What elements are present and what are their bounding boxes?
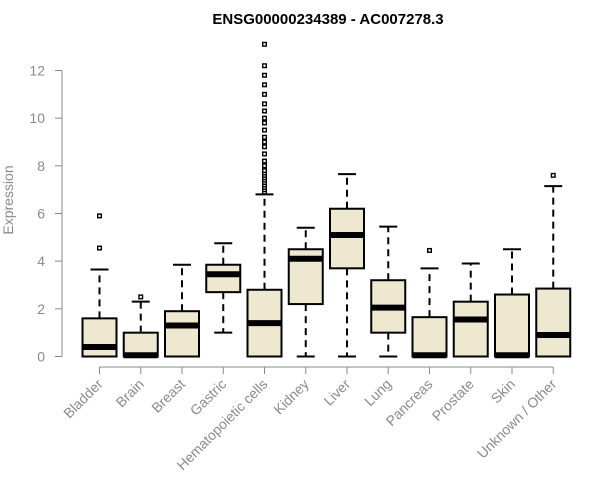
outlier-0-1 [96, 213, 102, 219]
x-tick-label-7: Lung [361, 376, 394, 409]
x-tick-label-5: Kidney [270, 376, 312, 418]
outlier-4-25 [262, 41, 268, 47]
y-axis-label: Expression [0, 165, 16, 234]
outlier-11-0 [550, 172, 556, 178]
box-1 [122, 294, 159, 359]
box-3 [205, 242, 242, 334]
y-tick-label-0: 0 [37, 349, 45, 365]
outlier-4-10 [262, 163, 268, 169]
box-6 [329, 173, 365, 358]
x-tick-label-2: Breast [148, 376, 188, 416]
outlier-4-24 [262, 63, 268, 69]
box-body-10 [494, 293, 530, 358]
outlier-4-17 [262, 120, 268, 126]
y-tick-label-6: 6 [37, 206, 45, 222]
chart-title: ENSG00000234389 - AC007278.3 [212, 11, 443, 28]
outlier-4-14 [262, 139, 268, 145]
box-series [81, 41, 572, 359]
box-0 [81, 213, 118, 358]
outlier-4-15 [262, 134, 268, 140]
box-11 [535, 172, 572, 358]
outlier-4-21 [262, 91, 268, 97]
x-tick-label-1: Brain [112, 376, 146, 410]
outlier-8-0 [427, 247, 433, 253]
outlier-4-23 [262, 72, 268, 78]
y-tick-label-12: 12 [29, 63, 45, 79]
outlier-4-13 [262, 144, 268, 150]
box-body-2 [164, 310, 200, 358]
box-body-8 [411, 316, 448, 358]
outlier-4-19 [262, 108, 268, 114]
box-body-11 [535, 287, 572, 358]
y-tick-label-8: 8 [37, 158, 45, 174]
y-tick-label-4: 4 [37, 253, 45, 269]
outlier-4-12 [262, 151, 268, 157]
box-10 [494, 248, 530, 359]
outlier-4-16 [262, 127, 268, 133]
box-body-3 [205, 263, 242, 294]
outlier-4-18 [262, 115, 268, 121]
outlier-4-22 [262, 82, 268, 88]
outlier-1-0 [138, 294, 144, 300]
box-body-9 [452, 300, 489, 358]
x-tick-label-9: Prostate [429, 376, 477, 424]
y-axis: 0 2 4 6 8 10 12 [29, 63, 63, 365]
box-7 [370, 225, 407, 358]
outlier-4-11 [262, 158, 268, 164]
box-body-6 [329, 207, 365, 270]
box-9 [452, 262, 489, 358]
y-tick-label-10: 10 [29, 110, 45, 126]
box-8 [411, 247, 448, 359]
box-body-0 [81, 317, 118, 358]
x-tick-label-10: Skin [488, 376, 519, 407]
outlier-4-9 [262, 168, 268, 174]
box-5 [287, 226, 324, 358]
outlier-0-0 [96, 245, 102, 251]
x-tick-label-0: Bladder [60, 376, 106, 422]
outlier-4-20 [262, 101, 268, 107]
box-2 [164, 263, 200, 358]
y-tick-label-2: 2 [37, 301, 45, 317]
box-4 [246, 41, 283, 358]
x-tick-label-6: Liver [320, 376, 353, 409]
